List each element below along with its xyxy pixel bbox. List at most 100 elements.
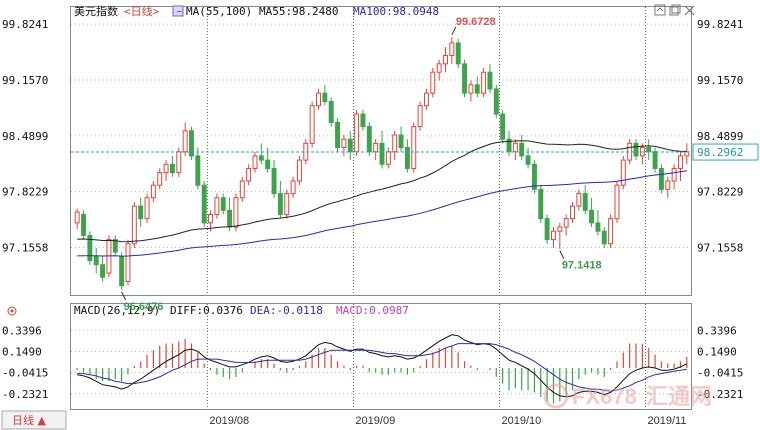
close-icon[interactable] (684, 5, 695, 16)
price-tick-left: 97.8229 (2, 186, 48, 199)
price-panel-border (70, 6, 692, 296)
candle (462, 59, 468, 98)
candle (652, 147, 658, 173)
candle-body (239, 180, 245, 199)
macd-histogram (76, 339, 688, 404)
candle-body (252, 155, 258, 169)
candle-body (296, 159, 302, 182)
candle (246, 164, 252, 186)
candle (671, 164, 677, 190)
candle-body (652, 151, 658, 169)
price-tick-right: 98.4899 (697, 130, 743, 143)
candle-body (227, 209, 233, 228)
ma55-label: MA55:98.2480 (259, 5, 338, 18)
expand-icon[interactable] (654, 4, 666, 16)
period-button-label[interactable]: 日线 ▲ (12, 413, 46, 427)
macd-tick-right: -0.2321 (697, 388, 743, 401)
candle-body (506, 138, 512, 153)
settings-icon[interactable] (7, 306, 17, 316)
candle (576, 189, 582, 211)
candle (354, 109, 360, 156)
candle-body (271, 167, 277, 195)
candle-body (538, 188, 544, 220)
candle (550, 227, 556, 248)
candle-body (455, 42, 461, 65)
candle-body (576, 193, 582, 207)
price-tick-right: 99.8241 (697, 18, 743, 31)
macd-tick-right: 0.3396 (697, 324, 737, 337)
candle (468, 80, 474, 102)
candle-body (150, 184, 156, 199)
month-dividers (206, 7, 647, 409)
candle (322, 84, 328, 106)
ma100-label: MA100:98.0948 (353, 5, 439, 18)
candle-body (678, 155, 683, 169)
candle-body (379, 142, 385, 165)
candle-body (474, 84, 480, 94)
macd-axis: 0.3396 0.3396 0.1490 0.1490 -0.0415 -0.0415 -0… (2, 324, 743, 401)
watermark: FX678 汇通网 (543, 383, 712, 409)
candle-body (481, 71, 487, 94)
dea-line (77, 343, 687, 392)
candle (500, 109, 506, 144)
candle-body (328, 101, 334, 123)
window-controls (654, 4, 695, 16)
current-price-label: 98.2962 (697, 146, 743, 159)
price-tick-right: 99.1570 (697, 74, 743, 87)
candle (284, 189, 290, 219)
candle (665, 176, 671, 198)
candle-body (163, 163, 169, 174)
macd-lines (77, 334, 688, 398)
candle-body (544, 218, 550, 241)
candle (436, 59, 442, 81)
watermark-logo-icon (543, 383, 569, 409)
period-label: <日线> (124, 4, 160, 18)
candle-body (373, 142, 379, 153)
price-annotations: 99.6728 97.1418 96.6476 (121, 16, 602, 313)
candle-body (316, 92, 321, 107)
candle (411, 122, 417, 173)
annotation-label: 97.1418 (562, 260, 602, 272)
candle-body (449, 42, 455, 56)
candle-body (341, 138, 347, 149)
macd-tick-right: -0.0415 (697, 367, 743, 380)
candle-body (404, 147, 410, 169)
candle (595, 210, 601, 236)
candle-body (519, 142, 525, 157)
candle (163, 160, 169, 182)
candle (570, 201, 575, 223)
annotation-label: 99.6728 (456, 16, 496, 28)
period-button[interactable]: 日线 ▲ (1, 410, 67, 430)
candle-body (430, 71, 436, 94)
candle (309, 101, 315, 148)
candle (633, 139, 639, 161)
restore-icon[interactable] (669, 4, 681, 16)
candle-body (563, 218, 569, 228)
price-tick-left: 99.1570 (2, 74, 48, 87)
watermark-text-a: FX678 (572, 384, 637, 409)
candle-body (81, 213, 86, 236)
candle (430, 68, 436, 98)
diff-label: DIFF:0.0376 (170, 304, 243, 317)
price-annotation: 96.6476 (121, 291, 163, 313)
candle (443, 47, 448, 73)
current-price-box (692, 143, 759, 161)
candle (493, 84, 499, 119)
candle (328, 97, 334, 127)
candle (544, 214, 550, 244)
watermark-text-b: 汇通网 (646, 384, 712, 409)
candle-body (366, 126, 372, 153)
candle-body (614, 184, 620, 220)
candle-body (290, 180, 296, 195)
candle (601, 227, 607, 248)
candle-body (608, 218, 614, 245)
candle-body (646, 147, 652, 153)
candle (182, 122, 188, 156)
price-annotation: 99.6728 (451, 16, 496, 36)
candle-body (169, 163, 175, 174)
candle (341, 134, 347, 156)
candle (93, 247, 99, 274)
candle (87, 231, 93, 265)
macd-tick-left: 0.3396 (2, 324, 42, 337)
candle (608, 214, 614, 248)
